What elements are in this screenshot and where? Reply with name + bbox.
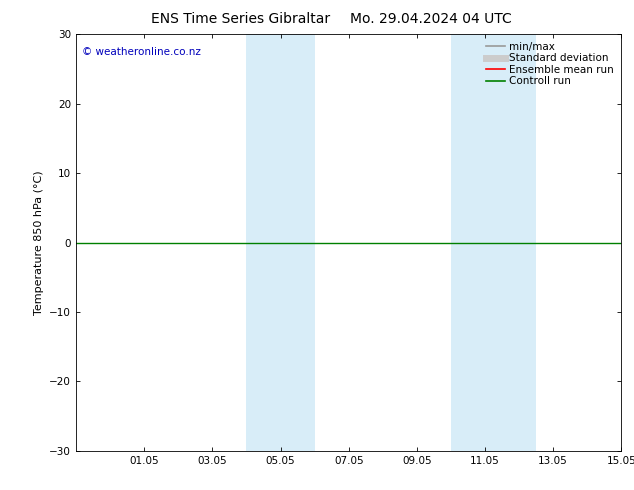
Text: © weatheronline.co.nz: © weatheronline.co.nz bbox=[82, 47, 200, 57]
Text: ENS Time Series Gibraltar: ENS Time Series Gibraltar bbox=[152, 12, 330, 26]
Bar bbox=[247, 34, 314, 451]
Text: Mo. 29.04.2024 04 UTC: Mo. 29.04.2024 04 UTC bbox=[350, 12, 512, 26]
Y-axis label: Temperature 850 hPa (°C): Temperature 850 hPa (°C) bbox=[34, 170, 44, 315]
Legend: min/max, Standard deviation, Ensemble mean run, Controll run: min/max, Standard deviation, Ensemble me… bbox=[484, 40, 616, 88]
Bar bbox=[451, 34, 536, 451]
